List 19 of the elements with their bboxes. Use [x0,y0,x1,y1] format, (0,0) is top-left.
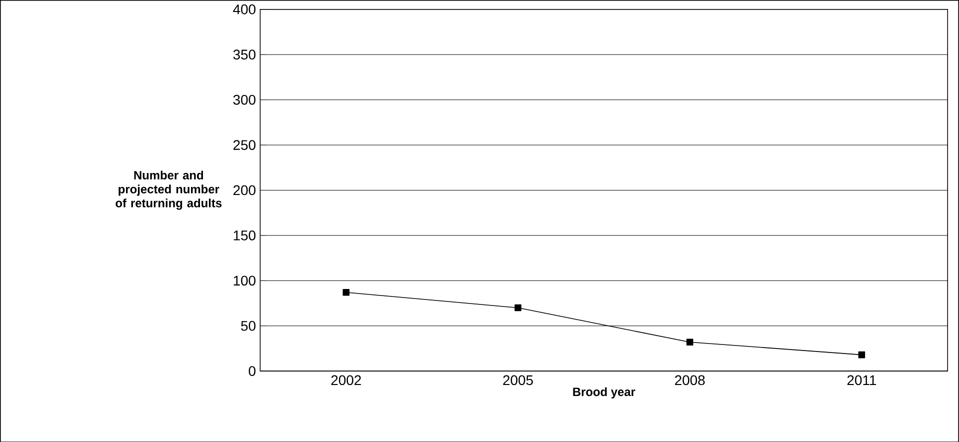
x-tick-label: 2002 [331,375,361,385]
point [686,338,694,346]
y-tick-label: 400 [233,4,256,14]
y-tick-label: 0 [248,366,256,376]
x-tick-label: 2005 [503,375,533,385]
y-tick-label: 200 [233,185,256,195]
y-tick-label: 100 [234,276,256,286]
y-tick-label: 150 [234,230,256,240]
y-tick-label: 50 [241,320,256,331]
y-tick-label: 250 [233,140,256,150]
x-tick-label: 2011 [847,375,876,385]
x-tick-label: 2008 [675,375,705,385]
x-axis-title: Brood year [573,387,636,398]
point [342,288,350,296]
point [514,304,522,311]
point [858,351,866,358]
y-axis-title: Number and projected number of returning adults [116,170,222,210]
y-tick-label: 300 [233,94,256,105]
y-tick-label: 350 [233,49,256,60]
